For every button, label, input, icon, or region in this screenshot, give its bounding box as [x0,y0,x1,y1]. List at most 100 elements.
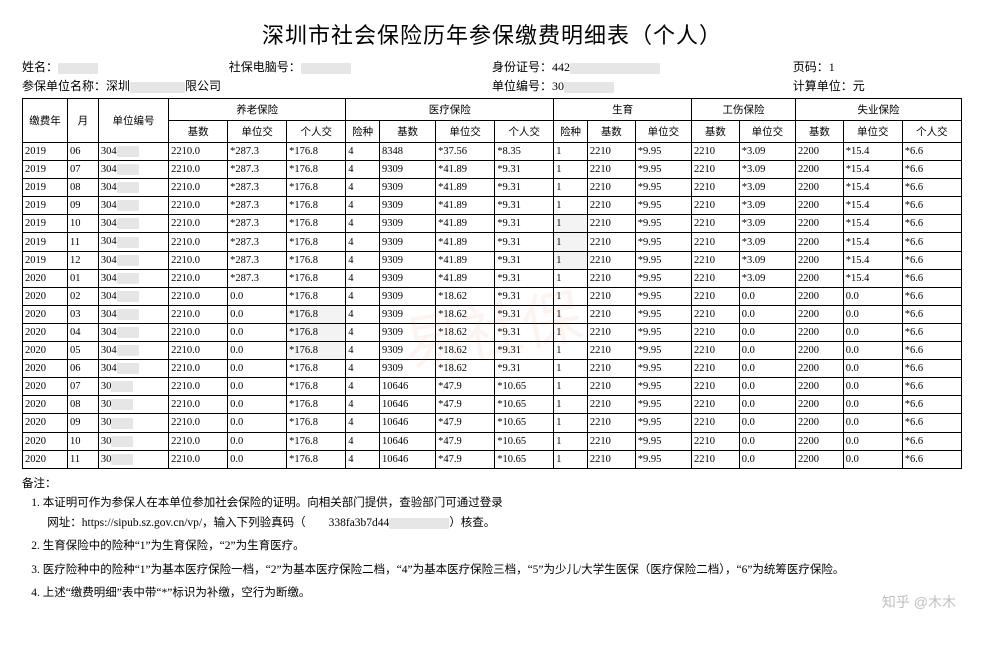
cell: 0.0 [843,342,902,360]
cell: 2200 [795,360,843,378]
cell: 0.0 [739,342,795,360]
cell: *176.8 [287,287,346,305]
cell: 2200 [795,143,843,161]
cell: *9.31 [495,305,554,323]
cell: *176.8 [287,215,346,233]
cell: *47.9 [436,378,495,396]
cell: 4 [346,450,380,468]
cell: *9.95 [635,287,691,305]
cell: 2210.0 [169,396,228,414]
cell: *6.6 [902,342,961,360]
cell: 9309 [379,269,435,287]
th-injury: 工伤保险 [691,99,795,121]
cell: 2210 [587,305,635,323]
cell: 2210 [587,342,635,360]
cell: 0.0 [228,342,287,360]
cell: 2210 [587,215,635,233]
cell: 0.0 [843,323,902,341]
cell: *176.8 [287,342,346,360]
note-3: 3. 医疗险种中的险种“1”为基本医疗保险一档，“2”为基本医疗保险二档，“4”… [22,561,962,581]
cell: *15.4 [843,161,902,179]
cell: 2210 [691,179,739,197]
cell: *9.95 [635,233,691,251]
table-row: 2019113042210.0*287.3*176.849309*41.89*9… [23,233,962,251]
cell: 2210 [587,233,635,251]
cell: 4 [346,197,380,215]
cell: 9309 [379,323,435,341]
cell: *9.95 [635,305,691,323]
cell: 0.0 [228,450,287,468]
table-row: 2019083042210.0*287.3*176.849309*41.89*9… [23,179,962,197]
cell: 4 [346,378,380,396]
cell: 2210 [691,161,739,179]
cell: 2200 [795,179,843,197]
cell: 2210.0 [169,323,228,341]
cell: *176.8 [287,378,346,396]
cell: *176.8 [287,396,346,414]
org-label: 参保单位名称：深圳 [22,79,130,93]
cell: 10 [67,432,98,450]
cell: 9309 [379,251,435,269]
cell: *47.9 [436,396,495,414]
cell: *18.62 [436,287,495,305]
cell: *18.62 [436,323,495,341]
notes: 备注： 1. 本证明可作为参保人在本单位参加社会保险的证明。向相关部门提供，查验… [22,475,962,604]
cell: *9.95 [635,414,691,432]
th-sub: 基数 [587,121,635,143]
page-title: 深圳市社会保险历年参保缴费明细表（个人） [22,18,962,50]
th-maternity: 生育 [554,99,692,121]
cell: 0.0 [843,414,902,432]
cell: *6.6 [902,305,961,323]
cell: 2210 [691,269,739,287]
cell: 1 [554,342,588,360]
cell: 30 [98,414,168,432]
cell: 2200 [795,197,843,215]
cell: 2019 [23,251,68,269]
cell: *287.3 [228,143,287,161]
cell: 2200 [795,342,843,360]
cell: 4 [346,269,380,287]
cell: 0.0 [843,305,902,323]
cell: 2210.0 [169,287,228,305]
cell: 4 [346,432,380,450]
cell: 2020 [23,432,68,450]
th-sub: 单位交 [228,121,287,143]
cell: 2210.0 [169,378,228,396]
cell: *37.56 [436,143,495,161]
cell: 1 [554,414,588,432]
cell: 2020 [23,287,68,305]
cell: *9.31 [495,251,554,269]
cell: *10.65 [495,450,554,468]
cell: *9.95 [635,215,691,233]
cell: *176.8 [287,450,346,468]
cell: *3.09 [739,143,795,161]
table-row: 2020053042210.00.0*176.849309*18.62*9.31… [23,342,962,360]
cell: 2200 [795,161,843,179]
cell: 2019 [23,215,68,233]
cell: 2210 [691,360,739,378]
cell: 4 [346,342,380,360]
cell: 0.0 [228,396,287,414]
table-row: 2019073042210.0*287.3*176.849309*41.89*9… [23,161,962,179]
cell: 09 [67,414,98,432]
cell: 1 [554,432,588,450]
cell: 2210 [691,215,739,233]
cell: 10646 [379,378,435,396]
cell: 304 [98,323,168,341]
cell: *18.62 [436,305,495,323]
cell: *9.95 [635,450,691,468]
cell: *9.31 [495,360,554,378]
cell: 4 [346,215,380,233]
table-row: 2020043042210.00.0*176.849309*18.62*9.31… [23,323,962,341]
cell: 1 [554,450,588,468]
cell: *287.3 [228,161,287,179]
cell: 304 [98,161,168,179]
cell: 304 [98,197,168,215]
cell: *9.31 [495,233,554,251]
cell: *47.9 [436,414,495,432]
th-month: 月 [67,99,98,143]
notes-label: 备注： [22,475,962,495]
cell: 2210.0 [169,342,228,360]
watermark-corner: 知乎 @木木 [882,592,956,612]
org-suffix: 限公司 [185,79,221,93]
